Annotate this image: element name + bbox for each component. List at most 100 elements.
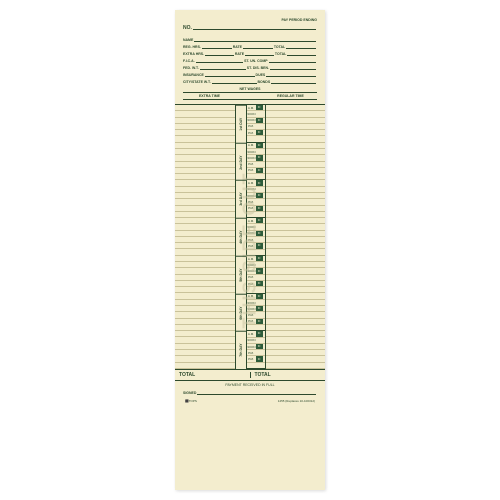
tick-inout-box bbox=[256, 287, 263, 292]
tick-row bbox=[247, 250, 265, 255]
tick-time-label: NOON bbox=[247, 187, 256, 191]
tick-time-label: A.M. bbox=[247, 332, 256, 336]
day-label: 5th DAY bbox=[236, 256, 246, 294]
tick-inout-box: IN bbox=[256, 256, 263, 261]
day-label: 7th DAY bbox=[236, 331, 246, 369]
tick-inout-box: IN bbox=[256, 218, 263, 223]
total-label-1: TOTAL bbox=[274, 45, 285, 49]
st-un-comp-label: ST. UN. COMP bbox=[244, 59, 268, 63]
st-dis-ben-field[interactable] bbox=[270, 65, 316, 70]
tick-group: A.M.INNOONNOONINP.M.P.M.IN bbox=[247, 256, 265, 294]
rate-field-1[interactable] bbox=[243, 44, 273, 49]
tick-time-label: NOON bbox=[247, 338, 256, 342]
tick-inout-box bbox=[256, 250, 263, 255]
total-field-2[interactable] bbox=[287, 51, 316, 56]
brand-logo: ⬛TOPS bbox=[185, 399, 197, 403]
total-extra-label: TOTAL bbox=[175, 372, 250, 378]
tick-time-label: NOON bbox=[247, 301, 256, 305]
day-label: 1st DAY bbox=[236, 105, 246, 143]
reg-hrs-field[interactable] bbox=[202, 44, 232, 49]
city-state-field[interactable] bbox=[212, 79, 257, 84]
tick-time-label: P.M. bbox=[247, 282, 256, 286]
tick-time-label: NOON bbox=[247, 156, 256, 160]
tick-row bbox=[247, 363, 265, 368]
tick-inout-box bbox=[256, 224, 263, 229]
regular-time-column[interactable] bbox=[266, 105, 326, 369]
total-field-1[interactable] bbox=[286, 44, 316, 49]
tick-time-label: NOON bbox=[247, 269, 256, 273]
tick-inout-box bbox=[256, 162, 263, 167]
tick-inout-box bbox=[256, 237, 263, 242]
time-grid: 1st DAY2nd DAY3rd DAY4th DAY5th DAY6th D… bbox=[175, 104, 325, 369]
tick-inout-box bbox=[256, 350, 263, 355]
fica-label: F.I.C.A. bbox=[183, 59, 195, 63]
tick-inout-box: IN bbox=[256, 193, 263, 198]
rate-label-2: RATE bbox=[235, 52, 244, 56]
tick-row bbox=[247, 174, 265, 179]
no-label: NO. bbox=[183, 25, 192, 31]
rate-label-1: RATE bbox=[233, 45, 242, 49]
tick-time-label: P.M. bbox=[247, 131, 256, 135]
bonds-field[interactable] bbox=[271, 79, 316, 84]
tick-inout-box bbox=[256, 199, 263, 204]
tick-inout-box: IN bbox=[256, 206, 263, 211]
dues-field[interactable] bbox=[266, 72, 316, 77]
tick-inout-box: IN bbox=[256, 243, 263, 248]
totals-row: TOTAL TOTAL bbox=[175, 369, 325, 381]
total-regular-label: TOTAL bbox=[250, 372, 326, 378]
extra-hrs-label: EXTRA HRS. bbox=[183, 52, 204, 56]
tick-inout-box bbox=[256, 312, 263, 317]
tick-inout-box: IN bbox=[256, 344, 263, 349]
tick-time-label: NOON bbox=[247, 118, 256, 122]
tick-time-label: P.M. bbox=[247, 238, 256, 242]
name-field[interactable] bbox=[194, 37, 316, 42]
tick-inout-box: IN bbox=[256, 155, 263, 160]
days-column: 1st DAY2nd DAY3rd DAY4th DAY5th DAY6th D… bbox=[235, 105, 247, 369]
tick-inout-box bbox=[256, 262, 263, 267]
tick-time-label: NOON bbox=[247, 194, 256, 198]
fed-wt-field[interactable] bbox=[200, 65, 246, 70]
signed-field[interactable] bbox=[197, 390, 316, 395]
st-un-comp-field[interactable] bbox=[269, 58, 316, 63]
tick-inout-box bbox=[256, 111, 263, 116]
regular-time-header: REGULAR TIME bbox=[264, 94, 317, 98]
tick-inout-box: IN bbox=[256, 356, 263, 361]
tick-inout-box: IN bbox=[256, 168, 263, 173]
tick-row bbox=[247, 136, 265, 141]
no-field[interactable] bbox=[193, 25, 316, 30]
tick-inout-box bbox=[256, 363, 263, 368]
extra-time-column[interactable] bbox=[175, 105, 235, 369]
fica-field[interactable] bbox=[196, 58, 243, 63]
tick-time-label: NOON bbox=[247, 150, 256, 154]
tick-group: A.M.INNOONNOONINP.M.P.M.IN bbox=[247, 143, 265, 181]
day-label: 6th DAY bbox=[236, 294, 246, 332]
tick-group: A.M.INNOONNOONINP.M.P.M.IN bbox=[247, 180, 265, 218]
tick-inout-box: IN bbox=[256, 268, 263, 273]
tick-time-label: P.M. bbox=[247, 168, 256, 172]
tick-time-label: A.M. bbox=[247, 257, 256, 261]
tick-group: A.M.INNOONNOONINP.M.P.M.IN bbox=[247, 331, 265, 369]
day-label: 4th DAY bbox=[236, 218, 246, 256]
rate-field-2[interactable] bbox=[245, 51, 274, 56]
insurance-field[interactable] bbox=[205, 72, 255, 77]
signed-label: SIGNED bbox=[183, 391, 196, 395]
tick-inout-box: IN bbox=[256, 143, 263, 148]
header-section: PAY PERIOD ENDING NO. NAME REG. HRS. RAT… bbox=[175, 10, 325, 104]
tick-inout-box: IN bbox=[256, 130, 263, 135]
total-label-2: TOTAL bbox=[275, 52, 286, 56]
tick-column: A.M.INNOONNOONINP.M.P.M.INA.M.INNOONNOON… bbox=[247, 105, 266, 369]
regular-time-cell[interactable] bbox=[266, 363, 326, 369]
tick-group: A.M.INNOONNOONINP.M.P.M.IN bbox=[247, 105, 265, 143]
extra-time-cell[interactable] bbox=[175, 363, 235, 369]
payment-received-label: PAYMENT RECEIVED IN FULL bbox=[183, 383, 317, 387]
tick-time-label: NOON bbox=[247, 231, 256, 235]
footer-section: PAYMENT RECEIVED IN FULL SIGNED ⬛TOPS 12… bbox=[175, 381, 325, 407]
name-label: NAME bbox=[183, 38, 193, 42]
tick-time-label: A.M. bbox=[247, 294, 256, 298]
tick-group: A.M.INNOONNOONINP.M.P.M.IN bbox=[247, 218, 265, 256]
extra-hrs-field[interactable] bbox=[205, 51, 234, 56]
tick-inout-box: IN bbox=[256, 281, 263, 286]
tick-time-label: P.M. bbox=[247, 351, 256, 355]
tick-time-label: P.M. bbox=[247, 162, 256, 166]
reg-hrs-label: REG. HRS. bbox=[183, 45, 201, 49]
